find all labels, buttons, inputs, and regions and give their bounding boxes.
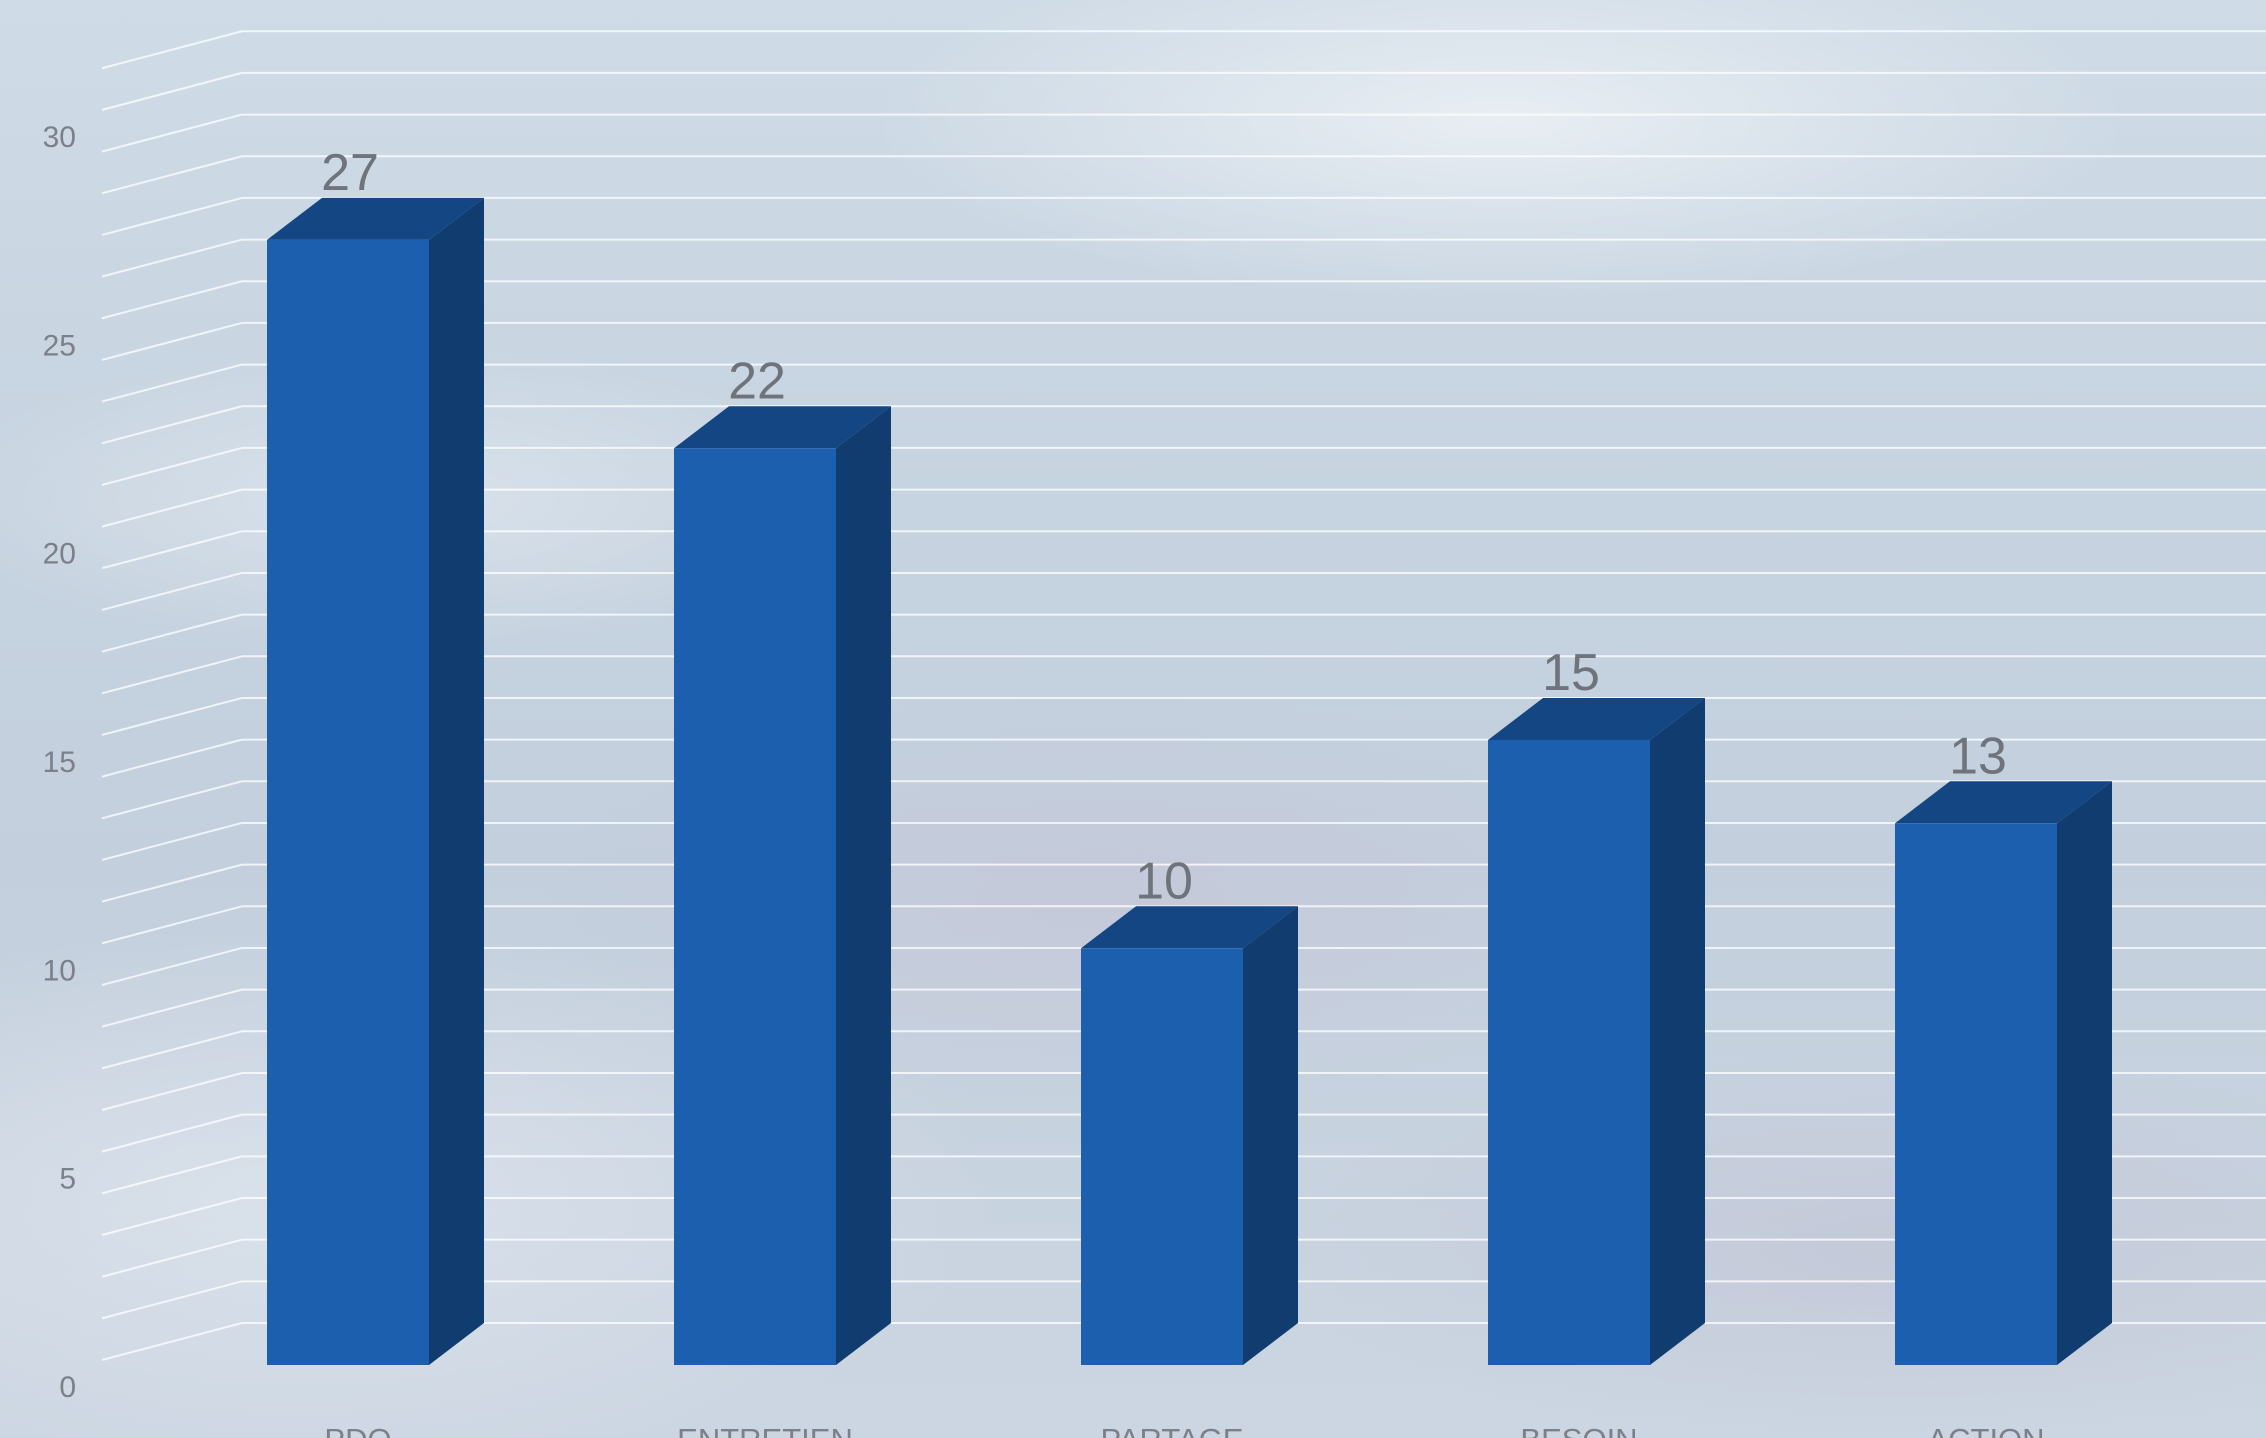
grid-line-diagonal [101,71,243,111]
bar-side-face [836,406,891,1365]
data-label: 13 [1949,727,2007,785]
x-axis-categories: PDO ENTRETIEN PARTAGE BESOIN ACTION [324,1422,2044,1438]
y-tick-label: 25 [43,329,76,362]
bar-front-face [1488,739,1650,1365]
bars [267,197,2112,1365]
grid-line-diagonal [101,780,243,820]
data-label: 22 [728,352,786,410]
grid-line-diagonal [101,530,243,570]
grid-line-diagonal [101,738,243,778]
grid-line-diagonal [101,196,243,236]
grid-line-diagonal [101,30,243,70]
grid-line-diagonal [101,696,243,736]
y-tick-label: 10 [43,954,76,987]
grid-line-diagonal [101,1197,243,1236]
data-label: 27 [321,144,379,202]
grid-line-diagonal [101,155,243,195]
bar-front-face [1081,948,1243,1365]
bar-top-face [1081,906,1298,949]
grid-line-diagonal [101,1238,243,1278]
x-category-label: ENTRETIEN [677,1422,853,1438]
grid-line-diagonal [101,821,243,861]
x-category-label: PARTAGE [1101,1422,1244,1438]
grid-line-diagonal [101,488,243,528]
bar [1081,906,1298,1365]
y-axis-ticks: 0 5 10 15 20 25 30 [43,121,76,1404]
bar-front-face [674,448,836,1365]
bar-front-face [267,239,429,1365]
bar-top-face [267,197,484,240]
bar-side-face [429,197,484,1365]
bar-top-face [674,406,891,449]
grid-line-diagonal [101,988,243,1028]
bar [1488,697,1705,1365]
bar-front-face [1895,823,2057,1365]
grid-line-diagonal [101,363,243,403]
y-tick-label: 30 [43,121,76,154]
grid-line-diagonal [101,655,243,695]
grid-line-diagonal [101,1155,243,1195]
grid-line-diagonal [101,321,243,361]
grid-line-diagonal [101,280,243,320]
grid-line-diagonal [101,1322,243,1361]
data-labels: 27 22 10 15 13 [321,144,2007,910]
grid-line-diagonal [101,405,243,445]
grid-line-diagonal [101,905,243,945]
bar [267,197,484,1365]
y-tick-label: 15 [43,746,76,779]
grid-line-diagonal [101,1030,243,1070]
grid-line-diagonal [101,446,243,486]
grid-line-diagonal [101,1113,243,1153]
x-category-label: BESOIN [1520,1422,1637,1438]
y-tick-label: 0 [59,1371,76,1404]
bar-side-face [1243,906,1298,1365]
grid-line-diagonal [101,1280,243,1320]
grid-line-diagonal [101,863,243,903]
x-category-label: ACTION [1927,1422,2044,1438]
data-label: 10 [1135,852,1193,910]
y-tick-label: 20 [43,538,76,571]
bar-side-face [1650,697,1705,1365]
bar-top-face [1895,781,2112,824]
bar-top-face [1488,697,1705,740]
y-tick-label: 5 [59,1163,76,1196]
grid-line-diagonal [101,113,243,153]
bar-side-face [2057,781,2112,1365]
x-category-label: PDO [324,1422,391,1438]
bar [674,406,891,1365]
grid-line-diagonal [101,1072,243,1111]
grid-line-diagonal [101,238,243,278]
grid-line-diagonal [101,947,243,986]
grid-line-diagonal [101,613,243,653]
data-label: 15 [1542,644,1600,702]
grid-line-diagonal [101,571,243,611]
bar [1895,781,2112,1365]
